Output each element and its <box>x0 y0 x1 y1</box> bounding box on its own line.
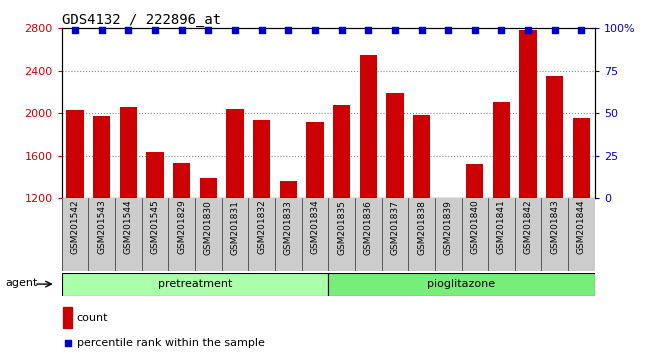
Point <box>203 27 213 33</box>
Text: GSM201543: GSM201543 <box>98 200 106 255</box>
Point <box>230 27 240 33</box>
Point <box>577 27 587 33</box>
Text: GSM201838: GSM201838 <box>417 200 426 255</box>
Point <box>177 27 187 33</box>
Point <box>337 27 347 33</box>
Bar <box>253 120 270 198</box>
Bar <box>386 93 404 198</box>
Bar <box>546 76 564 198</box>
Point <box>417 27 427 33</box>
Bar <box>200 178 217 198</box>
Text: GSM201844: GSM201844 <box>577 200 586 254</box>
Text: GSM201843: GSM201843 <box>551 200 559 255</box>
Point <box>256 27 267 33</box>
Point <box>497 27 507 33</box>
Bar <box>359 55 377 198</box>
Bar <box>93 116 110 198</box>
Point <box>469 27 480 33</box>
Text: percentile rank within the sample: percentile rank within the sample <box>77 338 265 348</box>
Bar <box>333 105 350 198</box>
Point <box>96 27 107 33</box>
Point <box>70 27 81 33</box>
Bar <box>146 152 164 198</box>
Text: GDS4132 / 222896_at: GDS4132 / 222896_at <box>62 13 221 27</box>
Point <box>310 27 320 33</box>
Text: pioglitazone: pioglitazone <box>428 279 495 289</box>
Text: GSM201831: GSM201831 <box>231 200 239 255</box>
Bar <box>306 122 324 198</box>
Bar <box>62 273 328 296</box>
Text: agent: agent <box>5 278 37 288</box>
Text: GSM201832: GSM201832 <box>257 200 266 255</box>
Text: GSM201835: GSM201835 <box>337 200 346 255</box>
Bar <box>226 109 244 198</box>
Text: GSM201836: GSM201836 <box>364 200 372 255</box>
Text: GSM201837: GSM201837 <box>391 200 399 255</box>
Bar <box>280 181 297 198</box>
Bar <box>66 110 84 198</box>
Bar <box>120 107 137 198</box>
Point <box>363 27 373 33</box>
Bar <box>573 118 590 198</box>
Text: GSM201830: GSM201830 <box>204 200 213 255</box>
Point <box>550 27 560 33</box>
Text: GSM201542: GSM201542 <box>71 200 79 254</box>
Bar <box>173 163 190 198</box>
Text: GSM201842: GSM201842 <box>524 200 532 254</box>
Text: count: count <box>77 313 108 323</box>
Point <box>150 27 161 33</box>
Point <box>523 27 533 33</box>
Text: GSM201841: GSM201841 <box>497 200 506 255</box>
Text: GSM201833: GSM201833 <box>284 200 292 255</box>
Text: pretreatment: pretreatment <box>158 279 232 289</box>
Bar <box>493 102 510 198</box>
Bar <box>63 307 72 328</box>
Text: GSM201829: GSM201829 <box>177 200 186 255</box>
Bar <box>413 115 430 198</box>
Text: GSM201544: GSM201544 <box>124 200 133 254</box>
Bar <box>519 30 537 198</box>
Point <box>443 27 454 33</box>
Point <box>124 27 134 33</box>
Point <box>62 340 73 346</box>
Bar <box>466 164 484 198</box>
Text: GSM201839: GSM201839 <box>444 200 452 255</box>
Text: GSM201545: GSM201545 <box>151 200 159 255</box>
Point <box>390 27 400 33</box>
Text: GSM201840: GSM201840 <box>471 200 479 255</box>
Point <box>283 27 294 33</box>
Text: GSM201834: GSM201834 <box>311 200 319 255</box>
Bar <box>328 273 595 296</box>
